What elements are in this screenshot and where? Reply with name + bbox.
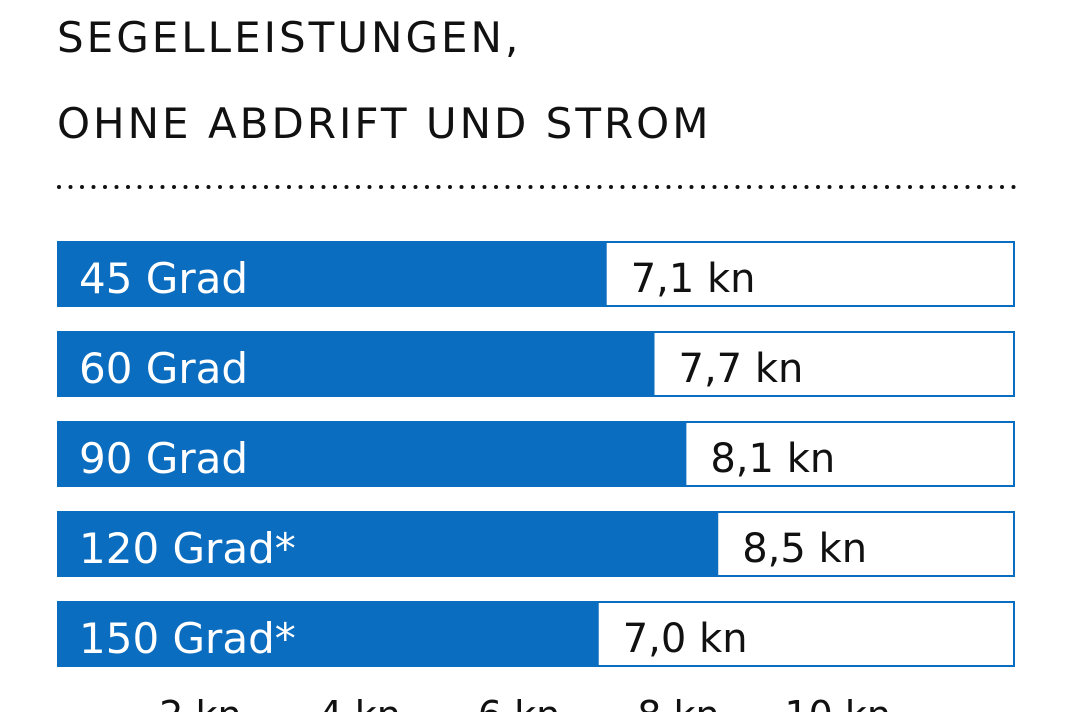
bar (57, 601, 599, 667)
category-label: 60 Grad (79, 344, 248, 393)
value-label: 8,1 kn (710, 436, 835, 482)
x-tick-label: 6 kn (478, 693, 560, 712)
value-label: 7,7 kn (679, 346, 804, 392)
bar (57, 331, 655, 397)
category-label: 120 Grad* (79, 524, 296, 573)
chart-title-line: OHNE ABDRIFT UND STROM (57, 99, 711, 148)
value-label: 8,5 kn (742, 526, 867, 572)
value-label: 7,0 kn (623, 616, 748, 662)
chart-title-line: SEGELLEISTUNGEN, (57, 13, 521, 62)
value-label: 7,1 kn (631, 256, 756, 302)
bar (57, 241, 607, 307)
bar (57, 421, 687, 487)
x-tick-label: 4 kn (319, 693, 401, 712)
category-label: 45 Grad (79, 254, 248, 303)
category-label: 150 Grad* (79, 614, 296, 663)
x-tick-label: 2 kn (159, 693, 241, 712)
x-tick-label: 8 kn (637, 693, 719, 712)
x-tick-label: 10 kn (784, 693, 891, 712)
bar (57, 511, 719, 577)
category-label: 90 Grad (79, 434, 248, 483)
